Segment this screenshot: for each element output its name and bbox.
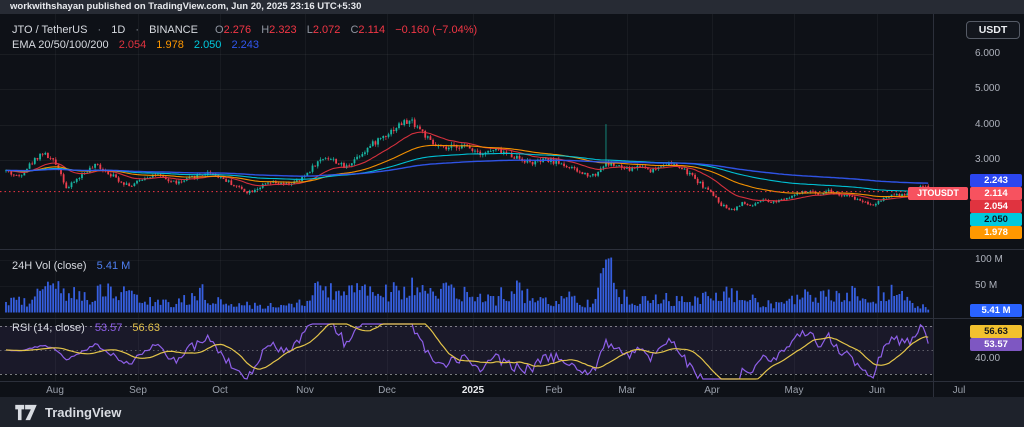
low-letter: L — [306, 24, 313, 36]
last-price-badge: 2.114 — [970, 186, 1022, 200]
symbol-price-tag: JTOUSDT — [908, 186, 968, 200]
open-value: 2.276 — [223, 24, 252, 36]
legend-separator: · — [97, 24, 102, 36]
symbol-name[interactable]: JTO / TetherUS — [12, 24, 88, 36]
volume-value-badge: 5.41 M — [970, 303, 1022, 317]
time-axis-label-apr[interactable]: Apr — [704, 385, 720, 396]
currency-toggle-button[interactable]: USDT — [966, 21, 1020, 39]
time-axis-label-jul[interactable]: Jul — [952, 385, 966, 396]
tradingview-brand-text[interactable]: TradingView — [45, 404, 122, 420]
high-value: 2.323 — [269, 24, 297, 36]
candlestick-series — [5, 117, 930, 212]
volume-tick-label: 50 M — [975, 280, 998, 291]
close-letter: C — [350, 24, 359, 36]
legend-separator: · — [135, 24, 139, 36]
price-tick-label: 5.000 — [975, 83, 1001, 94]
volume-series — [5, 257, 930, 313]
volume-legend[interactable]: 24H Vol (close) 5.41 M — [12, 260, 130, 272]
publish-text: workwithshayan published on TradingView.… — [10, 1, 362, 12]
volume-tick-label: 100 M — [975, 254, 1003, 265]
time-axis-label-aug[interactable]: Aug — [46, 385, 64, 396]
ema-label[interactable]: EMA 20/50/100/200 — [12, 39, 109, 51]
price-tick-label: 4.000 — [975, 119, 1001, 130]
time-axis-label-mar[interactable]: Mar — [618, 385, 636, 396]
change-value: −0.160 (−7.04%) — [395, 24, 478, 36]
ema50-price-badge: 1.978 — [970, 225, 1022, 239]
ema50-value: 1.978 — [156, 39, 184, 51]
rsi-value: 53.57 — [94, 322, 123, 334]
price-tick-label: 6.000 — [975, 48, 1001, 59]
ema20-value: 2.054 — [118, 39, 147, 51]
interval-label[interactable]: 1D — [111, 24, 126, 36]
rsi-label[interactable]: RSI (14, close) — [12, 322, 85, 334]
footer-bar: TradingView — [0, 397, 1024, 427]
time-axis-label-sep[interactable]: Sep — [129, 385, 147, 396]
volume-label[interactable]: 24H Vol (close) — [12, 260, 87, 272]
time-axis-label-2025[interactable]: 2025 — [461, 385, 485, 396]
low-value: 2.072 — [312, 24, 341, 36]
ema-lines — [5, 131, 929, 202]
time-axis-label-feb[interactable]: Feb — [545, 385, 563, 396]
ema-legend[interactable]: EMA 20/50/100/200 2.054 1.978 2.050 2.24… — [12, 39, 259, 51]
ema100-price-badge: 2.050 — [970, 212, 1022, 226]
publish-bar: workwithshayan published on TradingView.… — [0, 0, 1024, 14]
high-letter: H — [261, 24, 270, 36]
time-axis-label-dec[interactable]: Dec — [378, 385, 396, 396]
ema20-price-badge: 2.054 — [970, 199, 1022, 213]
ema100-value: 2.050 — [193, 39, 222, 51]
rsi-series — [5, 323, 929, 380]
ema200-value: 2.243 — [231, 39, 260, 51]
time-axis-label-nov[interactable]: Nov — [296, 385, 314, 396]
close-value: 2.114 — [358, 24, 386, 36]
time-axis-label-jun[interactable]: Jun — [868, 385, 886, 396]
exchange-label[interactable]: BINANCE — [149, 24, 198, 36]
rsi-value-badge: 53.57 — [970, 337, 1022, 351]
price-tick-label: 3.000 — [975, 154, 1001, 165]
ema200-price-badge: 2.243 — [970, 173, 1022, 187]
grid-lines — [0, 14, 933, 381]
time-axis-label-oct[interactable]: Oct — [212, 385, 228, 396]
time-axis-label-may[interactable]: May — [784, 385, 804, 396]
tradingview-logo-icon[interactable] — [14, 404, 38, 421]
rsi-ma-badge: 56.63 — [970, 324, 1022, 338]
rsi-legend[interactable]: RSI (14, close) 53.57 56.63 — [12, 322, 160, 334]
rsi-tick-label: 40.00 — [975, 353, 1001, 364]
volume-value: 5.41 M — [96, 260, 131, 272]
symbol-legend[interactable]: JTO / TetherUS · 1D · BINANCE O2.276 H2.… — [12, 24, 477, 36]
open-letter: O — [215, 24, 224, 36]
rsi-ma-value: 56.63 — [132, 322, 160, 334]
